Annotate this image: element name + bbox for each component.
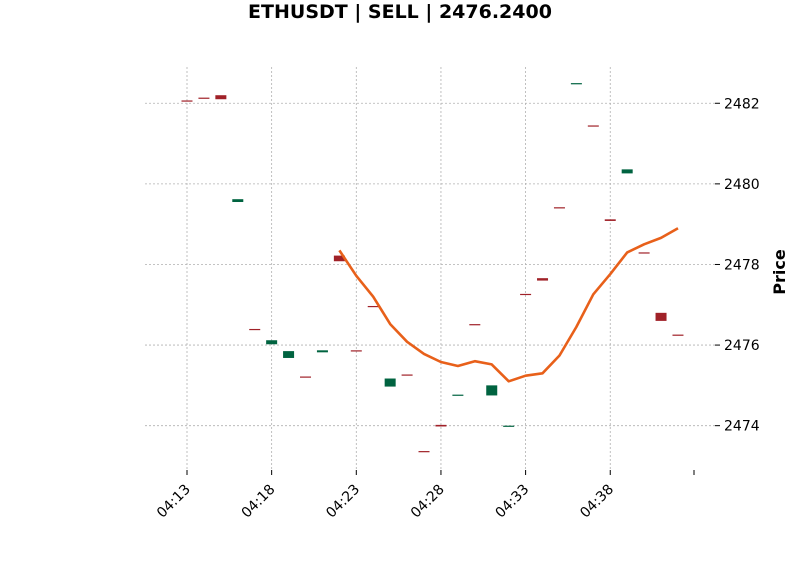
candle-body [672,334,684,336]
x-tick-label: 04:33 [493,482,533,522]
line-layer [338,227,679,383]
grid-layer [145,67,715,470]
candle-body [283,351,295,358]
candle-body [418,451,430,453]
candle-body [537,278,549,281]
candle-body [469,324,481,326]
y-tick-label: 2476 [724,338,760,354]
y-tick-label: 2480 [724,177,760,193]
candle-body [587,125,599,127]
candle-body [333,255,345,262]
candle-body [232,199,244,203]
candle-body [384,378,396,387]
candle-body [401,374,413,376]
candle-body [486,385,498,396]
x-tick-label: 04:23 [323,482,363,522]
candle-body [249,328,261,331]
x-tick-label: 04:28 [408,482,448,522]
candle-body [181,100,193,102]
x-tick-label: 04:18 [239,482,279,522]
candle-body [266,340,278,345]
candle-body [520,293,532,296]
candle-body [350,350,362,352]
axis-layer: 2474 2476 2478 2480 2482 04:13 04:18 04:23 04:28… [154,96,760,521]
candle-body [655,312,667,321]
candle-body [604,219,616,221]
candle-body [316,350,328,353]
y-tick-label: 2474 [724,419,760,435]
x-tick-label: 04:13 [154,482,194,522]
candle-body [621,169,633,174]
chart-title: ETHUSDT | SELL | 2476.2400 [248,1,552,23]
y-tick-label: 2482 [724,96,760,112]
candle-body [452,394,464,396]
x-tick-label: 04:38 [577,482,617,522]
candle-body [367,305,379,308]
candle-body [198,97,210,99]
candle-body [435,424,447,427]
candle-body [215,95,227,100]
candle-body [553,207,565,209]
candle-layer [181,83,684,453]
candle-body [503,425,515,427]
candle-body [300,376,312,378]
candle-body [638,252,650,254]
line-series [338,227,679,383]
y-tick-label: 2478 [724,257,760,273]
candle-body [570,83,582,85]
y-axis-label: Price [770,249,789,295]
